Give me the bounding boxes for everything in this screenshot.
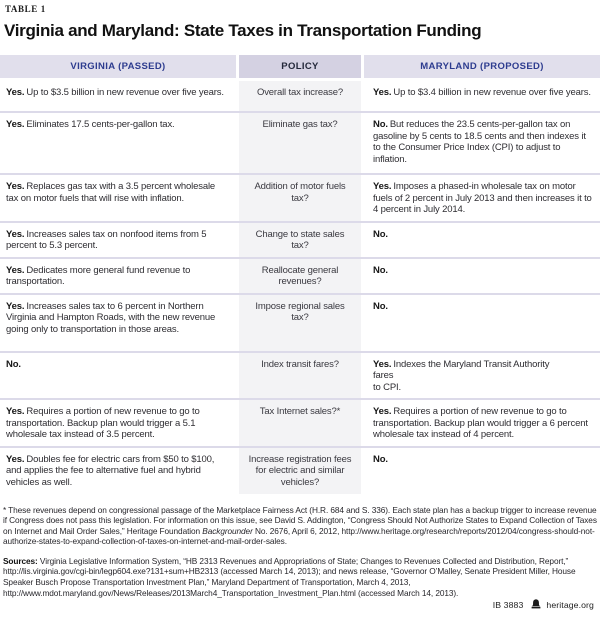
- answer-lead: Yes.: [6, 406, 25, 417]
- policy-cell: Reallocate general revenues?: [239, 258, 361, 293]
- table-row: Yes. Doubles fee for electric cars from $…: [0, 445, 600, 494]
- answer-lead: Yes.: [6, 228, 25, 240]
- maryland-cell: No.: [361, 295, 600, 351]
- policy-cell: Change to state sales tax?: [239, 222, 361, 257]
- policy-cell: Addition of motor fuels tax?: [239, 175, 361, 221]
- table-row: Yes. Eliminates 17.5 cents-per-gallon tax…: [0, 111, 600, 173]
- table-row: No. Index transit fares? Yes. Indexes the…: [0, 350, 600, 399]
- virginia-cell: Yes. Up to $3.5 billion in new revenue ov…: [0, 81, 239, 111]
- virginia-cell: Yes. Eliminates 17.5 cents-per-gallon tax…: [0, 113, 239, 173]
- table-row: Yes. Up to $3.5 billion in new revenue ov…: [0, 81, 600, 111]
- answer-lead: No.: [373, 300, 388, 312]
- maryland-cell: Yes. Imposes a phased-in wholesale tax on…: [361, 175, 600, 221]
- cell-text: Dedicates more general fund revenue to t…: [6, 264, 191, 288]
- answer-lead: Yes.: [6, 119, 25, 130]
- maryland-cell: No.: [361, 259, 600, 293]
- answer-lead: No.: [373, 119, 388, 130]
- answer-lead: No.: [373, 228, 388, 240]
- page-title: Virginia and Maryland: State Taxes in Tr…: [4, 21, 482, 40]
- table-row: Yes. Replaces gas tax with a 3.5 percent …: [0, 173, 600, 221]
- virginia-cell: Yes. Doubles fee for electric cars from $…: [0, 448, 239, 494]
- sources-note: Sources: Virginia Legislative Informatio…: [0, 556, 600, 598]
- maryland-cell: No.: [361, 448, 600, 494]
- heritage-bell-icon: [531, 599, 541, 611]
- policy-cell: Index transit fares?: [239, 352, 361, 398]
- answer-lead: Yes.: [373, 87, 392, 98]
- cell-text: But reduces the 23.5 cents-per-gallon ta…: [373, 119, 586, 165]
- policy-cell: Impose regional sales tax?: [239, 294, 361, 351]
- cell-text: Indexes the Maryland Transit Authority f…: [373, 358, 550, 393]
- answer-lead: No.: [373, 264, 388, 276]
- table-body: Yes. Up to $3.5 billion in new revenue ov…: [0, 81, 600, 494]
- footnote-text-after: No. 2676, April 6, 2012, http://www.heri…: [3, 525, 595, 547]
- answer-lead: Yes.: [6, 300, 25, 312]
- answer-lead: Yes.: [6, 181, 25, 192]
- footnote-italic-term: Backgrounder: [202, 525, 253, 536]
- cell-text: Eliminates 17.5 cents-per-gallon tax.: [26, 119, 175, 130]
- cell-text: Up to $3.4 billion in new revenue over f…: [393, 87, 591, 98]
- policy-cell: Eliminate gas tax?: [239, 113, 361, 173]
- table-row: Yes. Requires a portion of new revenue to…: [0, 398, 600, 446]
- policy-cell: Overall tax increase?: [239, 81, 361, 111]
- column-header-maryland: MARYLAND (PROPOSED): [364, 55, 600, 78]
- policy-cell: Increase registration fees for electric …: [239, 447, 361, 494]
- cell-text: Up to $3.5 billion in new revenue over f…: [26, 87, 224, 98]
- answer-lead: Yes.: [6, 264, 25, 276]
- virginia-cell: Yes. Dedicates more general fund revenue …: [0, 259, 239, 293]
- sources-label: Sources:: [3, 555, 38, 566]
- cell-text: Imposes a phased-in wholesale tax on mot…: [373, 181, 592, 215]
- table-row: Yes. Increases sales tax to 6 percent in …: [0, 292, 600, 351]
- maryland-cell: Yes. Indexes the Maryland Transit Authori…: [361, 353, 600, 399]
- answer-lead: No.: [373, 453, 388, 465]
- policy-cell: Tax Internet sales?*: [239, 400, 361, 446]
- cell-text: Doubles fee for electric cars from $50 t…: [6, 453, 215, 488]
- virginia-cell: Yes. Replaces gas tax with a 3.5 percent …: [0, 175, 239, 221]
- cell-text: Replaces gas tax with a 3.5 percent whol…: [6, 181, 216, 204]
- virginia-cell: No.: [0, 353, 239, 399]
- cell-text: Increases sales tax on nonfood items fro…: [6, 228, 207, 252]
- cell-text: Requires a portion of new revenue to go …: [373, 406, 588, 440]
- answer-lead: Yes.: [373, 358, 392, 370]
- virginia-cell: Yes. Increases sales tax on nonfood items…: [0, 223, 239, 257]
- answer-lead: Yes.: [6, 87, 25, 98]
- answer-lead: Yes.: [373, 406, 392, 417]
- table-row: Yes. Increases sales tax on nonfood items…: [0, 220, 600, 257]
- maryland-cell: Yes. Requires a portion of new revenue to…: [361, 400, 600, 446]
- footnote: * These revenues depend on congressional…: [0, 505, 600, 547]
- website-link[interactable]: heritage.org: [546, 600, 594, 610]
- column-header-virginia: VIRGINIA (PASSED): [0, 55, 236, 78]
- footnote-text: * These revenues depend on congressional…: [3, 504, 597, 536]
- table-label: TABLE 1: [5, 4, 46, 14]
- table-header-row: VIRGINIA (PASSED) POLICY MARYLAND (PROPO…: [0, 55, 600, 78]
- document-id: IB 3883: [492, 600, 524, 610]
- maryland-cell: No.: [361, 223, 600, 257]
- column-header-policy: POLICY: [239, 55, 361, 78]
- answer-lead: Yes.: [373, 181, 392, 192]
- cell-text: Requires a portion of new revenue to go …: [6, 406, 200, 440]
- table-row: Yes. Dedicates more general fund revenue …: [0, 256, 600, 293]
- sources-text: Virginia Legislative Information System,…: [3, 555, 576, 598]
- maryland-cell: Yes. Up to $3.4 billion in new revenue ov…: [361, 81, 600, 111]
- virginia-cell: Yes. Requires a portion of new revenue to…: [0, 400, 239, 446]
- page-footer: IB 3883 heritage.org: [493, 599, 594, 611]
- answer-lead: Yes.: [6, 453, 25, 465]
- cell-text: Increases sales tax to 6 percent in Nort…: [6, 300, 216, 335]
- maryland-cell: No. But reduces the 23.5 cents-per-gallon…: [361, 113, 600, 173]
- answer-lead: No.: [6, 358, 21, 370]
- virginia-cell: Yes. Increases sales tax to 6 percent in …: [0, 295, 239, 351]
